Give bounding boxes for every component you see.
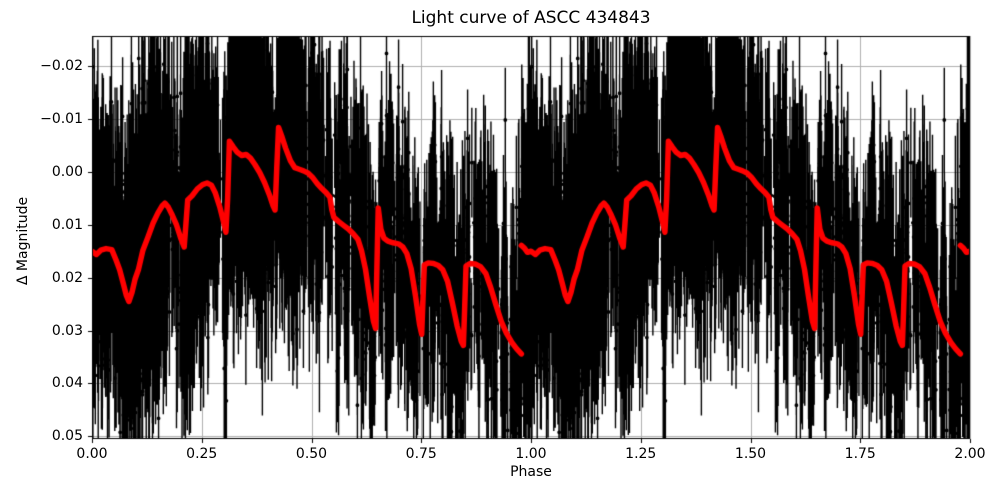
y-tick-label: 0.05 (51, 428, 83, 445)
y-tick-label: −0.02 (40, 58, 83, 75)
y-tick-label: 0.02 (51, 269, 83, 286)
y-axis-label: Δ Magnitude (15, 196, 31, 286)
y-tick-label: −0.01 (40, 111, 83, 128)
x-axis-label: Phase (510, 464, 552, 480)
y-tick-label: 0.00 (51, 163, 83, 180)
x-tick-label: 2.00 (954, 446, 986, 462)
x-tick-label: 1.75 (844, 446, 876, 462)
x-tick-label: 0.00 (76, 446, 108, 462)
y-tick-label: 0.01 (51, 216, 83, 233)
x-tick-label: 0.25 (186, 446, 218, 462)
x-tick-label: 0.75 (405, 446, 437, 462)
y-tick-label: 0.03 (51, 322, 83, 339)
chart-title: Light curve of ASCC 434843 (411, 8, 651, 28)
y-tick-label: 0.04 (51, 375, 83, 392)
x-tick-label: 1.50 (734, 446, 767, 462)
x-tick-label: 1.00 (515, 446, 547, 462)
x-tick-label: 0.50 (295, 446, 328, 462)
x-tick-label: 1.25 (625, 446, 657, 462)
